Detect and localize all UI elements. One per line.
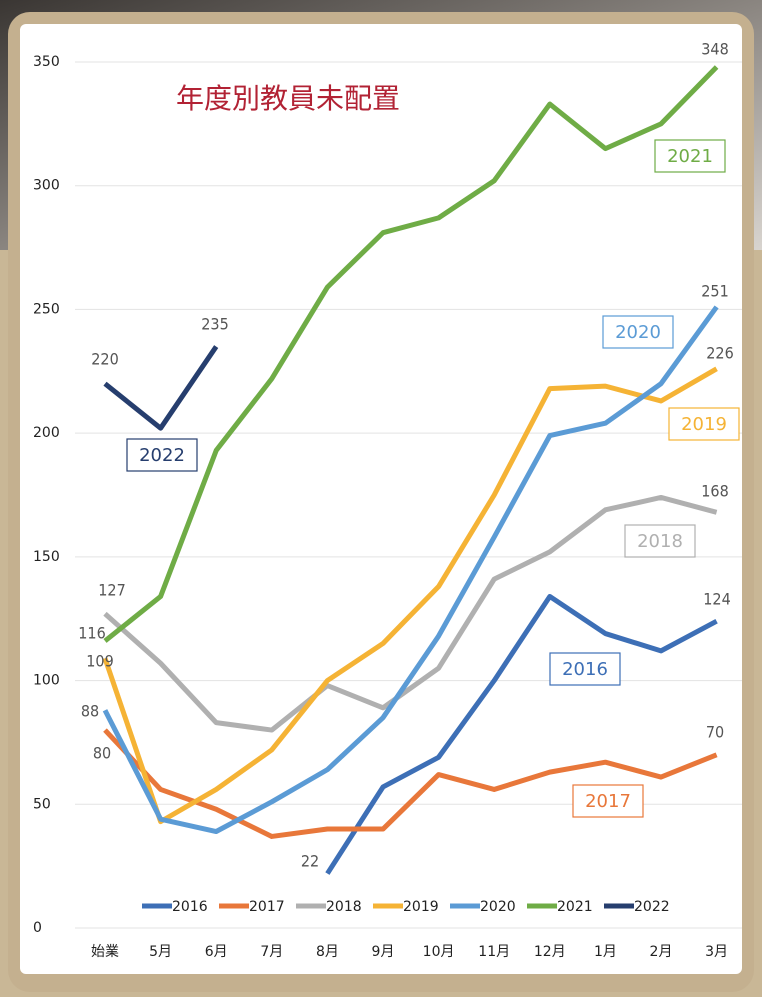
annotation-text: 2021: [667, 146, 713, 167]
series-line: [103, 728, 718, 839]
data-label: 124: [703, 590, 730, 609]
legend-label: 2018: [326, 899, 362, 915]
annotation-box: [126, 438, 198, 472]
x-tick-label: 始業: [91, 944, 119, 960]
y-tick-label: 100: [33, 673, 60, 689]
y-tick-label: 250: [33, 301, 60, 317]
series-line: [325, 593, 718, 875]
data-label: 235: [201, 315, 228, 334]
data-label: 251: [701, 282, 728, 301]
y-tick-label: 50: [33, 796, 51, 812]
data-label: 348: [701, 40, 728, 59]
legend-label: 2016: [172, 899, 208, 915]
x-tick-label: 8月: [316, 944, 339, 960]
y-tick-label: 350: [33, 54, 60, 70]
data-label: 116: [78, 624, 105, 643]
x-tick-label: 1月: [594, 944, 617, 960]
data-label: 220: [91, 350, 118, 369]
legend-label: 2020: [480, 899, 516, 915]
data-label: 88: [81, 702, 99, 721]
x-tick-label: 3月: [705, 944, 728, 960]
x-tick-label: 9月: [372, 944, 395, 960]
data-label: 22: [301, 852, 319, 871]
x-tick-label: 12月: [534, 944, 566, 960]
x-tick-label: 5月: [149, 944, 172, 960]
annotation-text: 2018: [637, 531, 683, 552]
annotation-text: 2016: [562, 659, 608, 680]
annotation-box: [602, 315, 674, 349]
data-label: 70: [706, 723, 724, 742]
annotation-box: [654, 139, 726, 173]
annotation-text: 2020: [615, 322, 661, 343]
annotation-text: 2019: [681, 414, 727, 435]
legend-label: 2022: [634, 899, 670, 915]
annotation-box: [668, 407, 740, 441]
data-label: 168: [701, 482, 728, 501]
x-tick-label: 11月: [478, 944, 510, 960]
x-tick-label: 6月: [205, 944, 228, 960]
data-label: 109: [86, 652, 113, 671]
annotation-box: [624, 524, 696, 558]
series-line: [102, 305, 719, 835]
series-line: [103, 494, 718, 733]
x-tick-label: 2月: [650, 944, 673, 960]
chart-panel: [20, 24, 742, 974]
annotation-box: [549, 652, 621, 686]
y-tick-label: 0: [33, 920, 42, 936]
legend-label: 2021: [557, 899, 593, 915]
x-tick-label: 7月: [260, 944, 283, 960]
series-line: [103, 65, 719, 643]
annotation-text: 2022: [139, 445, 185, 466]
y-tick-label: 150: [33, 549, 60, 565]
legend-label: 2017: [249, 899, 285, 915]
chart-title: 年度別教員未配置: [176, 82, 400, 115]
annotation-box: [572, 784, 644, 818]
y-tick-label: 300: [33, 178, 60, 194]
series-line: [102, 366, 718, 825]
series-line: [103, 345, 219, 431]
x-tick-label: 10月: [423, 944, 455, 960]
legend-label: 2019: [403, 899, 439, 915]
data-label: 127: [98, 581, 125, 600]
annotation-text: 2017: [585, 791, 631, 812]
data-label: 226: [706, 344, 733, 363]
data-label: 80: [93, 744, 111, 763]
y-tick-label: 200: [33, 425, 60, 441]
